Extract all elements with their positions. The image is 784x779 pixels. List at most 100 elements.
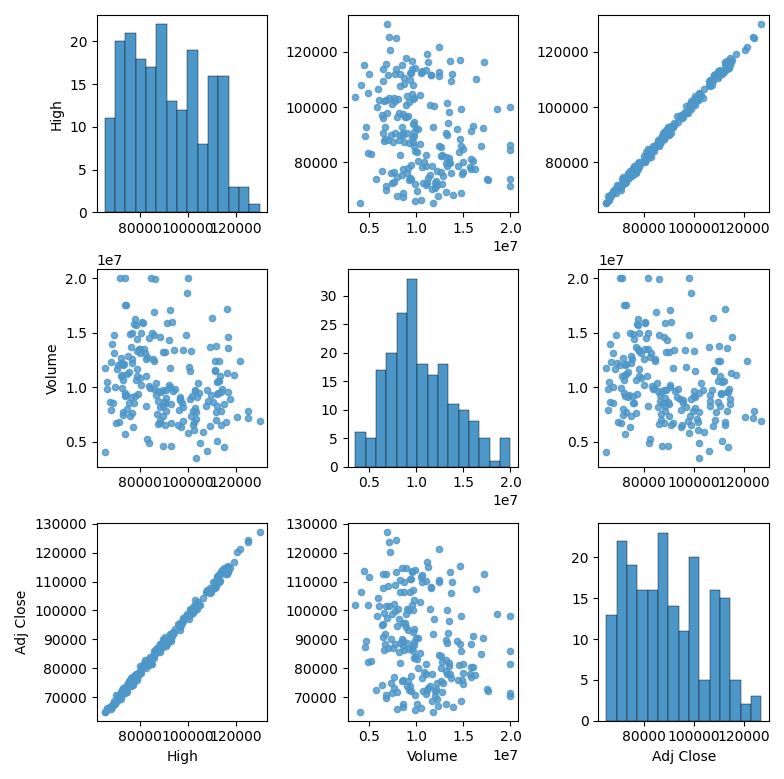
Point — [162, 635, 175, 647]
Point — [454, 54, 466, 66]
Point — [116, 373, 129, 386]
Point — [144, 382, 157, 394]
Point — [504, 609, 517, 622]
Point — [136, 661, 149, 674]
Point — [405, 159, 417, 171]
Point — [391, 93, 404, 105]
Point — [411, 146, 423, 159]
Point — [437, 677, 450, 689]
Point — [397, 698, 409, 710]
Point — [710, 406, 722, 418]
Point — [106, 701, 118, 714]
Point — [398, 617, 411, 629]
Point — [652, 136, 665, 148]
Point — [177, 344, 190, 356]
Point — [221, 386, 234, 398]
Point — [151, 408, 164, 421]
Point — [228, 368, 241, 381]
Bar — [366, 438, 376, 467]
Point — [424, 69, 437, 82]
Point — [112, 689, 125, 702]
Point — [212, 569, 225, 582]
Point — [712, 69, 724, 82]
Point — [466, 661, 479, 673]
Bar — [219, 76, 229, 213]
Point — [668, 344, 681, 357]
Point — [393, 646, 405, 658]
Point — [454, 132, 466, 145]
Point — [407, 79, 419, 91]
Point — [624, 166, 637, 178]
Point — [151, 642, 164, 654]
Point — [372, 83, 384, 96]
Point — [173, 404, 186, 416]
Point — [614, 182, 626, 194]
Point — [201, 445, 213, 457]
Point — [702, 341, 715, 354]
Point — [154, 638, 166, 650]
Point — [491, 608, 503, 620]
Point — [707, 363, 720, 375]
Point — [706, 75, 719, 87]
Point — [662, 346, 675, 358]
Point — [151, 385, 164, 397]
Point — [376, 582, 389, 594]
Point — [371, 100, 383, 113]
Point — [165, 633, 177, 645]
Point — [361, 86, 374, 99]
Point — [136, 661, 148, 673]
Point — [135, 661, 147, 674]
Point — [120, 679, 132, 692]
Point — [190, 598, 202, 611]
Point — [159, 638, 172, 650]
Point — [416, 65, 428, 78]
Point — [504, 657, 517, 670]
Point — [675, 109, 688, 122]
Point — [379, 58, 392, 70]
Point — [205, 388, 217, 400]
Point — [190, 598, 202, 611]
Point — [397, 586, 410, 598]
Point — [649, 355, 662, 368]
Point — [676, 112, 688, 125]
Point — [457, 166, 470, 178]
Point — [140, 661, 152, 674]
Point — [426, 706, 439, 718]
Point — [481, 683, 493, 696]
Bar — [627, 566, 637, 721]
Bar — [720, 598, 730, 721]
Point — [209, 580, 222, 592]
Point — [477, 56, 490, 69]
Point — [719, 62, 731, 75]
Point — [662, 396, 674, 408]
Point — [220, 561, 233, 573]
Point — [222, 560, 234, 573]
Point — [152, 418, 165, 430]
Point — [666, 122, 679, 134]
Point — [644, 347, 657, 359]
Point — [377, 619, 390, 631]
Point — [627, 328, 640, 340]
Point — [407, 645, 419, 657]
Point — [622, 167, 634, 180]
Point — [381, 526, 394, 538]
Point — [668, 117, 681, 129]
Point — [432, 700, 445, 712]
Point — [165, 417, 177, 429]
Bar — [167, 101, 177, 213]
Point — [725, 367, 738, 379]
Point — [644, 148, 656, 160]
Point — [386, 97, 398, 110]
Point — [397, 72, 410, 84]
Point — [712, 355, 724, 368]
Point — [389, 605, 401, 618]
Point — [653, 418, 666, 430]
Point — [135, 667, 147, 679]
Point — [379, 568, 392, 580]
Point — [411, 697, 423, 710]
Point — [452, 146, 465, 158]
Point — [653, 330, 666, 342]
Point — [408, 130, 420, 143]
Point — [638, 150, 651, 162]
Point — [616, 176, 629, 189]
